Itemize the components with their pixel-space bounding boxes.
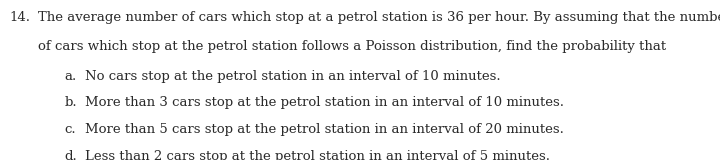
Text: The average number of cars which stop at a petrol station is 36 per hour. By ass: The average number of cars which stop at… (38, 11, 720, 24)
Text: c.: c. (65, 123, 76, 136)
Text: a.: a. (65, 70, 77, 83)
Text: More than 3 cars stop at the petrol station in an interval of 10 minutes.: More than 3 cars stop at the petrol stat… (85, 96, 564, 109)
Text: 14.: 14. (9, 11, 30, 24)
Text: Less than 2 cars stop at the petrol station in an interval of 5 minutes.: Less than 2 cars stop at the petrol stat… (85, 150, 550, 160)
Text: b.: b. (65, 96, 78, 109)
Text: d.: d. (65, 150, 78, 160)
Text: More than 5 cars stop at the petrol station in an interval of 20 minutes.: More than 5 cars stop at the petrol stat… (85, 123, 564, 136)
Text: No cars stop at the petrol station in an interval of 10 minutes.: No cars stop at the petrol station in an… (85, 70, 500, 83)
Text: of cars which stop at the petrol station follows a Poisson distribution, find th: of cars which stop at the petrol station… (38, 40, 666, 53)
